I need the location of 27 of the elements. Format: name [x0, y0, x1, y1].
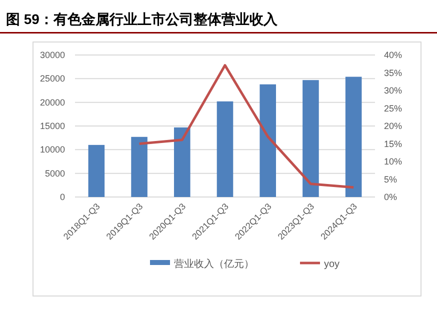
bar: [88, 144, 105, 197]
bar: [260, 84, 276, 197]
bar: [131, 136, 148, 197]
y-tick-label: 0: [60, 192, 65, 202]
legend-label: yoy: [324, 259, 340, 270]
y-tick-label: 30000: [40, 50, 65, 60]
y2-tick-label: 15%: [384, 138, 402, 149]
y-tick-label: 25000: [40, 74, 65, 84]
y-tick-label: 20000: [40, 97, 65, 108]
y-tick-label: 15000: [40, 121, 65, 131]
y2-tick-label: 40%: [384, 50, 402, 60]
y2-tick-label: 10%: [384, 156, 402, 166]
chart-title: 图 59：有色金属行业上市公司整体营业收入: [6, 11, 278, 27]
bar: [216, 101, 234, 197]
y2-tick-label: 35%: [384, 68, 402, 78]
y-tick-label: 10000: [40, 144, 65, 155]
bar: [302, 80, 319, 197]
bar: [174, 127, 190, 197]
y2-tick-label: 0%: [384, 192, 398, 202]
bar: [345, 76, 362, 197]
y2-tick-label: 20%: [384, 121, 402, 131]
y-tick-label: 5000: [44, 168, 65, 178]
y2-tick-label: 30%: [384, 86, 402, 96]
y2-tick-label: 25%: [384, 103, 402, 114]
legend-label: 营业收入（亿元）: [174, 258, 254, 270]
line-series: [138, 64, 355, 189]
y2-tick-label: 5%: [384, 174, 398, 184]
